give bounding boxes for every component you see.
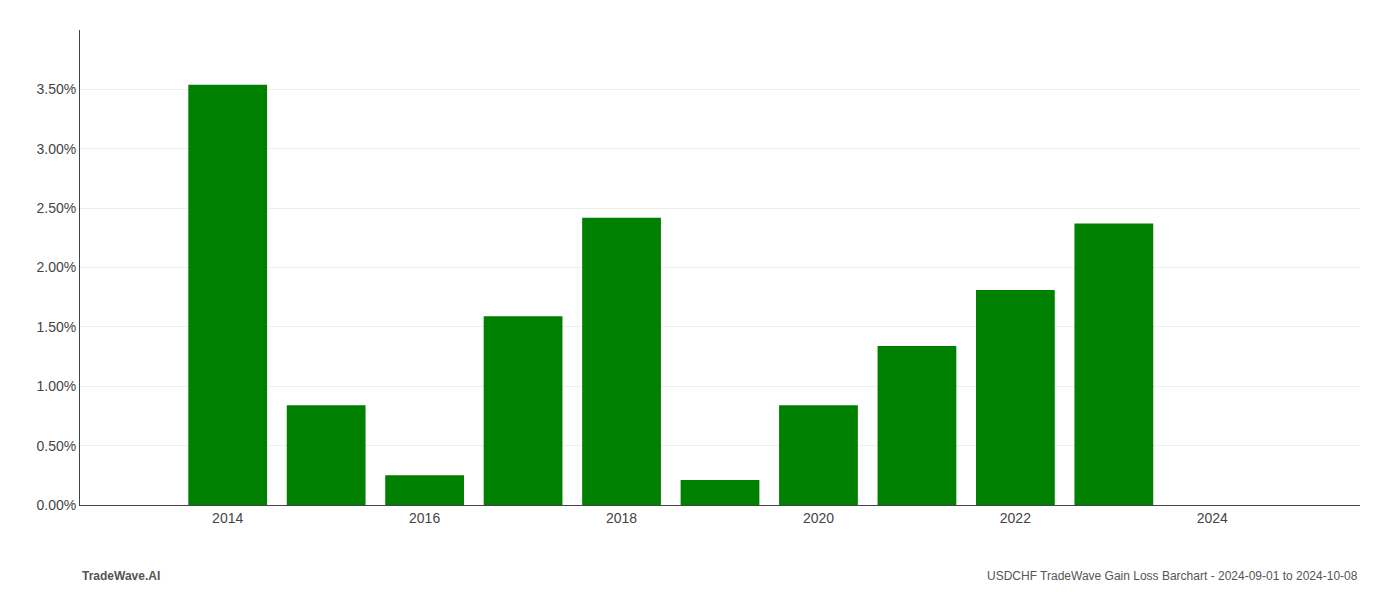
svg-text:0.00%: 0.00%: [36, 497, 76, 513]
svg-text:0.50%: 0.50%: [36, 438, 76, 454]
svg-text:2.50%: 2.50%: [36, 200, 76, 216]
svg-text:2020: 2020: [803, 510, 834, 526]
svg-text:2018: 2018: [606, 510, 637, 526]
svg-text:1.50%: 1.50%: [36, 319, 76, 335]
svg-text:2024: 2024: [1197, 510, 1228, 526]
svg-text:2014: 2014: [212, 510, 243, 526]
svg-text:1.00%: 1.00%: [36, 378, 76, 394]
svg-text:USDCHF TradeWave Gain Loss Bar: USDCHF TradeWave Gain Loss Barchart - 20…: [987, 569, 1358, 583]
svg-text:TradeWave.AI: TradeWave.AI: [82, 569, 160, 583]
svg-text:3.50%: 3.50%: [36, 81, 76, 97]
svg-text:3.00%: 3.00%: [36, 141, 76, 157]
svg-text:2022: 2022: [1000, 510, 1031, 526]
svg-text:2.00%: 2.00%: [36, 259, 76, 275]
svg-text:2016: 2016: [409, 510, 440, 526]
